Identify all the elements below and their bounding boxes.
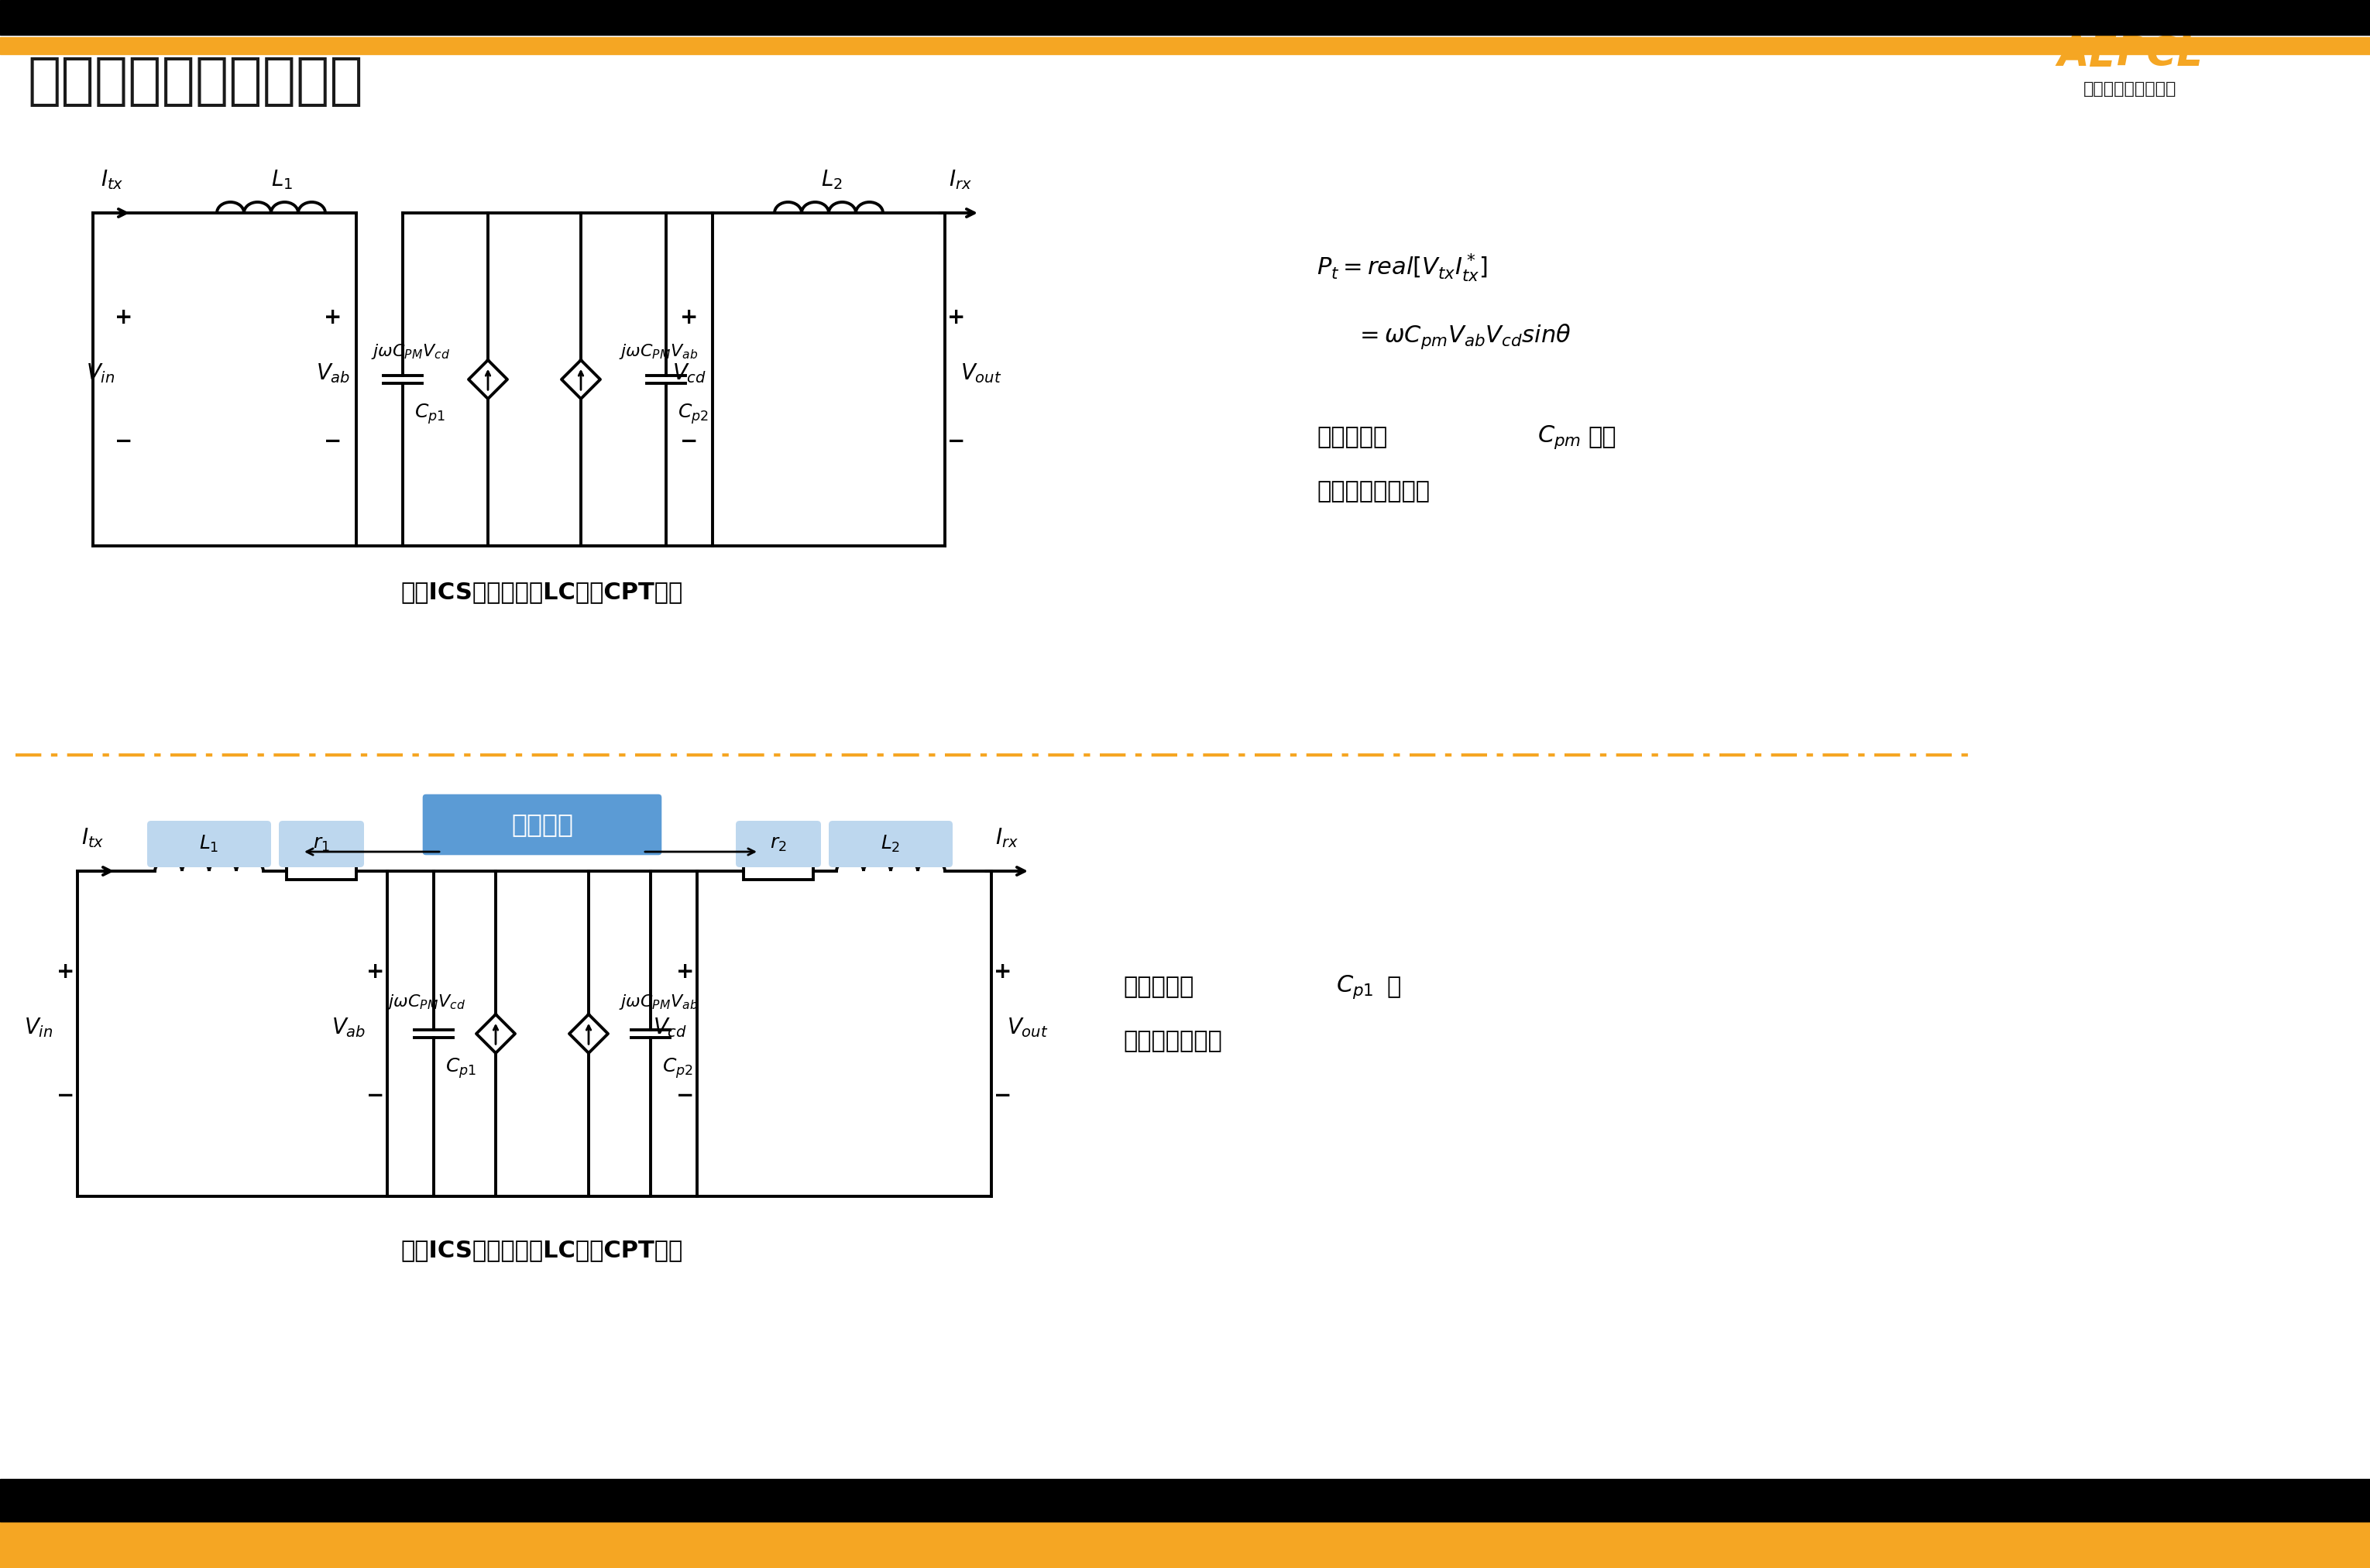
- Text: $V_{in}$: $V_{in}$: [24, 1016, 52, 1040]
- Text: $r_1$: $r_1$: [313, 834, 329, 853]
- Text: $I_{rx}$: $I_{rx}$: [948, 168, 972, 191]
- Bar: [0, 0, 2370, 34]
- Text: $r_2$: $r_2$: [770, 834, 787, 853]
- Text: $C_{p2}$: $C_{p2}$: [661, 1057, 692, 1080]
- FancyBboxPatch shape: [830, 820, 953, 867]
- Text: $I_{tx}$: $I_{tx}$: [81, 826, 104, 850]
- Text: −: −: [325, 431, 341, 452]
- Text: +: +: [993, 961, 1012, 983]
- Text: AEPCL: AEPCL: [2057, 34, 2202, 74]
- Text: $j\omega C_{PM}V_{ab}$: $j\omega C_{PM}V_{ab}$: [619, 342, 697, 361]
- Text: $\mathbf{\mathit{C_{p1}}}$: $\mathbf{\mathit{C_{p1}}}$: [1337, 974, 1375, 1000]
- Text: $L_2$: $L_2$: [820, 168, 844, 191]
- Text: 补偿损耗: 补偿损耗: [512, 812, 574, 837]
- Text: −: −: [57, 1085, 76, 1107]
- FancyBboxPatch shape: [735, 820, 820, 867]
- Text: +: +: [948, 307, 965, 328]
- Text: 容性耦合器的评估指标: 容性耦合器的评估指标: [26, 55, 363, 108]
- Text: $P_t = real[V_{tx}I^*_{tx}]$: $P_t = real[V_{tx}I^*_{tx}]$: [1318, 251, 1488, 282]
- Text: $V_{ab}$: $V_{ab}$: [315, 362, 351, 384]
- FancyBboxPatch shape: [280, 820, 365, 867]
- Text: 上 海 科 技 大 学 智 慧 能 源 中 心  (CiPES): 上 海 科 技 大 学 智 慧 能 源 中 心 (CiPES): [1024, 1534, 1346, 1555]
- Text: $V_{cd}$: $V_{cd}$: [652, 1016, 687, 1040]
- Bar: [287, 862, 356, 880]
- Text: 大的互电容: 大的互电容: [1318, 426, 1386, 448]
- Text: +: +: [57, 961, 76, 983]
- Text: $L_1$: $L_1$: [199, 834, 218, 855]
- Text: −: −: [948, 431, 965, 452]
- Text: $I_{rx}$: $I_{rx}$: [995, 826, 1019, 850]
- Bar: [0, 1521, 2370, 1568]
- Text: $j\omega C_{PM}V_{cd}$: $j\omega C_{PM}V_{cd}$: [386, 993, 465, 1011]
- FancyBboxPatch shape: [147, 820, 270, 867]
- Text: 提升功率传输能力: 提升功率传输能力: [1318, 480, 1429, 503]
- Text: 基于ICS模型的双边LC补偿CPT系统: 基于ICS模型的双边LC补偿CPT系统: [401, 582, 683, 604]
- Text: $C_{p1}$: $C_{p1}$: [415, 403, 446, 426]
- Text: −: −: [114, 431, 133, 452]
- Text: $V_{out}$: $V_{out}$: [960, 362, 1003, 384]
- Text: −: −: [680, 431, 699, 452]
- Text: +: +: [367, 961, 384, 983]
- Text: $V_{out}$: $V_{out}$: [1007, 1016, 1048, 1040]
- Text: +: +: [325, 307, 341, 328]
- Text: +: +: [680, 307, 699, 328]
- Text: 16: 16: [2254, 1534, 2285, 1555]
- Bar: [744, 862, 813, 880]
- Text: $j\omega C_{PM}V_{ab}$: $j\omega C_{PM}V_{ab}$: [619, 993, 697, 1011]
- Text: −: −: [367, 1085, 384, 1107]
- Text: $L_2$: $L_2$: [882, 834, 901, 855]
- Text: $= \omega C_{pm} V_{ab} V_{cd} sin\theta$: $= \omega C_{pm} V_{ab} V_{cd} sin\theta…: [1356, 323, 1571, 351]
- FancyBboxPatch shape: [422, 793, 661, 856]
- Bar: [0, 1479, 2370, 1521]
- Text: 先进电能变换实验室: 先进电能变换实验室: [2083, 82, 2176, 97]
- Text: $I_{tx}$: $I_{tx}$: [100, 168, 123, 191]
- Text: $V_{in}$: $V_{in}$: [85, 362, 116, 384]
- Text: $\mathbf{\mathit{C_{pm}}}$: $\mathbf{\mathit{C_{pm}}}$: [1538, 423, 1581, 452]
- Text: $C_{p1}$: $C_{p1}$: [446, 1057, 476, 1080]
- Text: 大的自电容: 大的自电容: [1123, 975, 1194, 999]
- Text: $L_1$: $L_1$: [270, 168, 294, 191]
- Text: $j\omega C_{PM}V_{cd}$: $j\omega C_{PM}V_{cd}$: [372, 342, 450, 361]
- Text: −: −: [993, 1085, 1012, 1107]
- Text: $V_{cd}$: $V_{cd}$: [673, 362, 706, 384]
- Bar: [0, 38, 2370, 55]
- Text: 可以: 可以: [1588, 426, 1616, 448]
- Text: 可: 可: [1386, 975, 1401, 999]
- Text: $V_{ab}$: $V_{ab}$: [332, 1016, 365, 1040]
- Text: +: +: [114, 307, 133, 328]
- Text: 基于ICS模型的双边LC补偿CPT系统: 基于ICS模型的双边LC补偿CPT系统: [401, 1239, 683, 1262]
- Text: 以减小补偿损耗: 以减小补偿损耗: [1123, 1030, 1223, 1052]
- Text: −: −: [675, 1085, 694, 1107]
- Text: +: +: [675, 961, 694, 983]
- Text: $C_{p2}$: $C_{p2}$: [678, 403, 709, 426]
